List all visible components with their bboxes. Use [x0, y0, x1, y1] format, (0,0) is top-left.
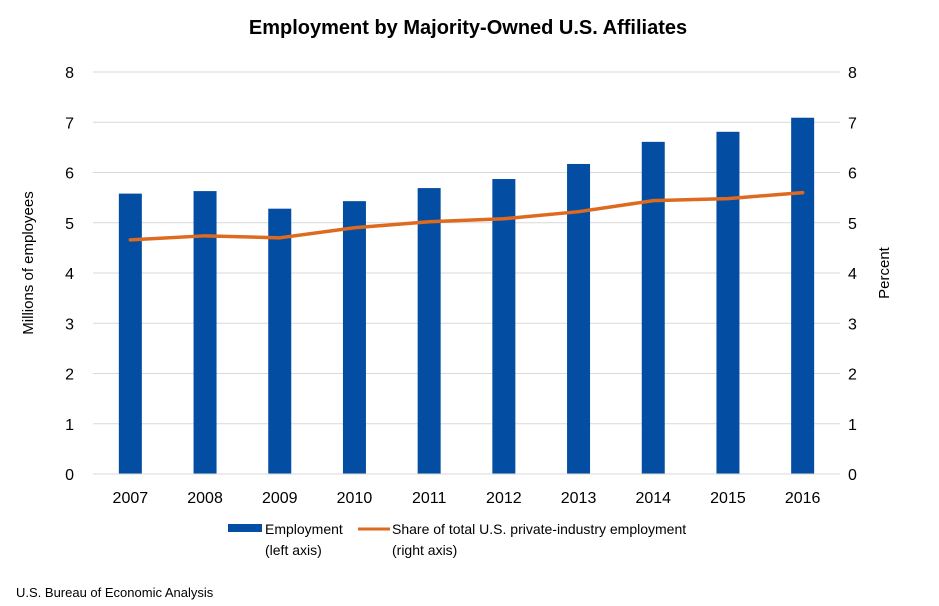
- y-tick-label: 2: [65, 367, 74, 384]
- y-tick-label: 1: [65, 417, 74, 434]
- y2-tick-label: 6: [848, 166, 857, 183]
- employment-bar: [193, 191, 217, 474]
- employment-bar: [641, 141, 665, 474]
- legend: Employment (left axis) Share of total U.…: [228, 521, 686, 558]
- x-tick-label: 2016: [785, 490, 821, 507]
- employment-bar: [791, 117, 815, 474]
- legend-label-employment-axis: (left axis): [265, 542, 322, 558]
- employment-bar: [492, 179, 516, 474]
- employment-bar: [118, 193, 142, 475]
- y-tick-label: 8: [65, 65, 74, 82]
- right-axis-ticks: 0 1 2 3 4 5 6 7 8: [848, 65, 857, 484]
- y2-tick-label: 4: [848, 266, 857, 283]
- legend-label-share: Share of total U.S. private-industry emp…: [392, 521, 686, 537]
- source-note: U.S. Bureau of Economic Analysis: [16, 585, 214, 600]
- y2-tick-label: 5: [848, 216, 857, 233]
- y2-tick-label: 2: [848, 367, 857, 384]
- x-tick-label: 2007: [113, 490, 149, 507]
- y-tick-label: 7: [65, 115, 74, 132]
- legend-swatch-employment: [228, 524, 262, 532]
- employment-bar: [716, 131, 740, 475]
- employment-bar: [567, 163, 591, 474]
- x-tick-label: 2013: [561, 490, 597, 507]
- chart-title: Employment by Majority-Owned U.S. Affili…: [249, 17, 687, 39]
- y-tick-label: 0: [65, 467, 74, 484]
- y-axis-label: Millions of employees: [20, 191, 37, 334]
- x-tick-label: 2008: [187, 490, 223, 507]
- share-line: [128, 190, 805, 242]
- y-tick-label: 6: [65, 166, 74, 183]
- legend-label-share-axis: (right axis): [392, 542, 457, 558]
- y2-tick-label: 1: [848, 417, 857, 434]
- employment-bar: [417, 188, 441, 474]
- y2-tick-label: 0: [848, 467, 857, 484]
- y-tick-label: 5: [65, 216, 74, 233]
- legend-label-employment: Employment: [265, 521, 343, 537]
- y2-tick-label: 8: [848, 65, 857, 82]
- gridlines: [93, 71, 840, 425]
- x-tick-label: 2015: [710, 490, 746, 507]
- y2-axis-label: Percent: [876, 246, 893, 299]
- x-tick-label: 2012: [486, 490, 522, 507]
- y-tick-label: 3: [65, 316, 74, 333]
- employment-bar: [342, 201, 366, 474]
- x-axis-ticks: 2007 2008 2009 2010 2011 2012 2013 2014 2015 2016: [113, 490, 821, 507]
- y2-tick-label: 7: [848, 115, 857, 132]
- x-tick-label: 2009: [262, 490, 298, 507]
- x-tick-label: 2010: [337, 490, 373, 507]
- left-axis-ticks: 0 1 2 3 4 5 6 7 8: [65, 65, 74, 484]
- y-tick-label: 4: [65, 266, 74, 283]
- employment-bar: [268, 208, 292, 474]
- share-line-path: [128, 190, 805, 242]
- employment-bars: [118, 117, 815, 475]
- y2-tick-label: 3: [848, 316, 857, 333]
- x-tick-label: 2014: [635, 490, 671, 507]
- x-tick-label: 2011: [412, 490, 447, 507]
